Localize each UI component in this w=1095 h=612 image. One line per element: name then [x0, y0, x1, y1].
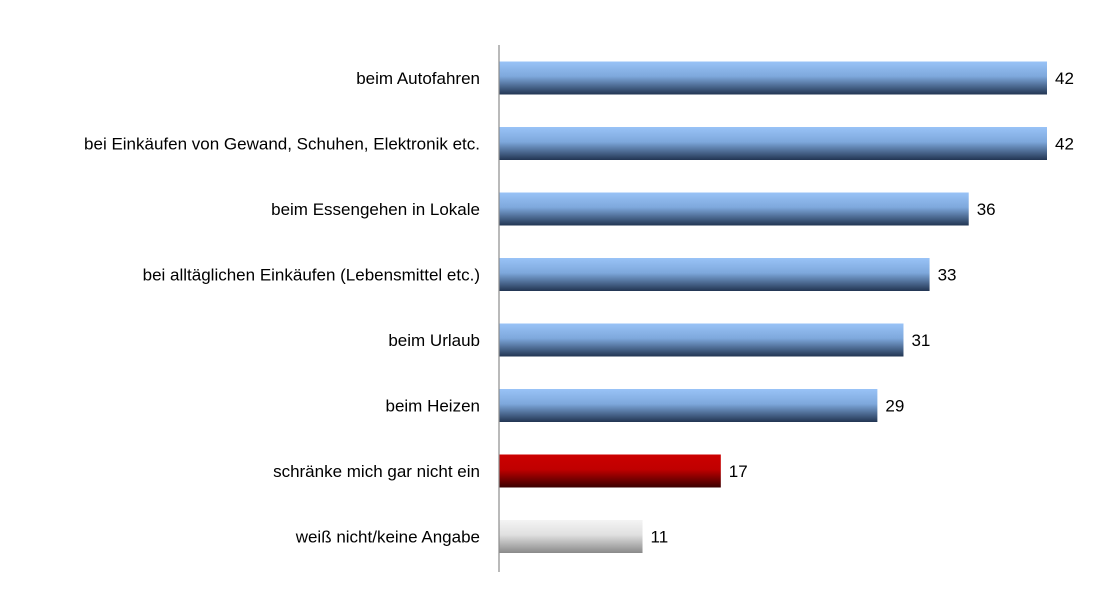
category-label-7: weiß nicht/keine Angabe — [295, 528, 480, 547]
bar-5 — [499, 389, 878, 422]
category-label-3: bei alltäglichen Einkäufen (Lebensmittel… — [143, 266, 480, 285]
value-label-5: 29 — [885, 397, 904, 416]
value-label-7: 11 — [651, 528, 669, 547]
bar-4 — [499, 323, 904, 357]
bar-0 — [499, 61, 1047, 95]
category-label-1: bei Einkäufen von Gewand, Schuhen, Elekt… — [84, 135, 480, 154]
value-label-1: 42 — [1055, 135, 1074, 154]
category-label-5: beim Heizen — [386, 397, 481, 416]
value-label-6: 17 — [729, 462, 748, 481]
category-labels: beim Autofahren bei Einkäufen von Gewand,… — [84, 69, 480, 547]
category-label-2: beim Essengehen in Lokale — [271, 200, 480, 219]
category-label-6: schränke mich gar nicht ein — [273, 462, 480, 481]
value-labels: 42 42 36 33 31 29 17 11 — [651, 69, 1074, 547]
bar-6 — [499, 454, 721, 488]
value-label-0: 42 — [1055, 69, 1074, 88]
category-label-0: beim Autofahren — [356, 69, 480, 88]
value-label-2: 36 — [977, 200, 996, 219]
category-label-4: beim Urlaub — [388, 331, 480, 350]
bar-3 — [499, 258, 930, 291]
value-label-3: 33 — [938, 266, 957, 285]
bars-group — [499, 61, 1047, 553]
value-label-4: 31 — [911, 331, 930, 350]
bar-7 — [499, 520, 643, 553]
bar-2 — [499, 192, 969, 226]
bar-1 — [499, 127, 1047, 160]
